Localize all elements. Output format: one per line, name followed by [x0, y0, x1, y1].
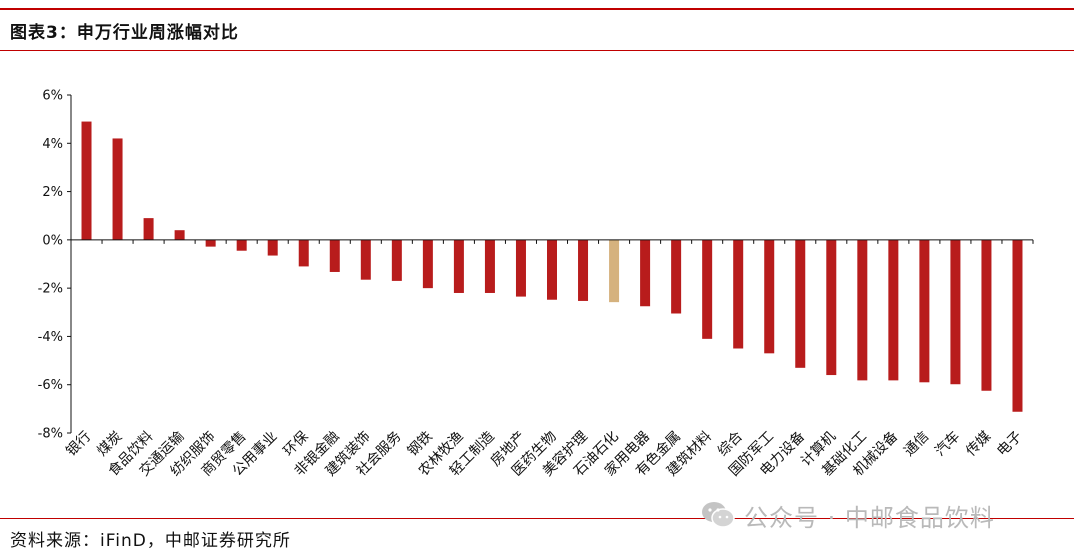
bar	[888, 239, 899, 381]
bar	[422, 239, 433, 289]
bar	[298, 239, 309, 267]
bar	[547, 239, 557, 300]
bar	[515, 239, 526, 297]
bar	[702, 239, 713, 339]
bar	[764, 239, 775, 354]
bar	[919, 239, 930, 383]
category-label: 传媒	[963, 429, 994, 460]
y-tick-label: -2%	[38, 282, 63, 297]
bar	[826, 239, 837, 376]
bar	[578, 239, 589, 301]
category-label: 通信	[901, 429, 932, 460]
y-tick-label: -6%	[38, 378, 63, 393]
bar	[453, 239, 464, 293]
bar	[609, 239, 620, 303]
y-tick-label: -8%	[38, 427, 63, 442]
bar	[81, 121, 92, 240]
bar	[640, 239, 651, 307]
title-rule	[0, 50, 1074, 51]
top-rule	[0, 8, 1074, 10]
bar	[484, 239, 495, 293]
bar-chart: 6%4%2%0%-2%-4%-6%-8% 银行 煤炭食品饮料交通运输纺织服饰商贸零售…	[38, 89, 1034, 479]
y-tick-label: -4%	[38, 330, 63, 345]
bar	[795, 239, 806, 368]
category-label: 电子	[994, 429, 1025, 460]
watermark-text: 公众号 · 中邮食品饮料	[744, 503, 995, 532]
bar	[671, 239, 682, 314]
category-label: 汽车	[931, 428, 963, 460]
bar	[857, 239, 868, 381]
bar	[205, 239, 216, 247]
bar	[112, 138, 123, 240]
y-tick-label: 4%	[42, 137, 63, 152]
chart-title: 图表3：申万行业周涨幅对比	[10, 23, 239, 43]
bar	[981, 239, 992, 391]
bar	[236, 239, 247, 251]
watermark: 公众号 · 中邮食品饮料	[700, 498, 995, 532]
y-tick-label: 6%	[42, 89, 63, 104]
bar	[174, 230, 185, 240]
wechat-icon	[702, 502, 735, 528]
bar	[329, 239, 340, 272]
bar	[950, 239, 961, 385]
bar	[267, 239, 278, 256]
bar	[1012, 239, 1023, 412]
bar	[360, 239, 371, 280]
source-note: 资料来源：iFinD，中邮证券研究所	[10, 531, 291, 551]
bar	[391, 239, 402, 281]
y-tick-label: 2%	[42, 185, 63, 200]
y-tick-label: 0%	[42, 233, 63, 248]
bottom-rule	[0, 518, 1074, 519]
bar	[143, 218, 154, 240]
bar	[733, 239, 744, 349]
